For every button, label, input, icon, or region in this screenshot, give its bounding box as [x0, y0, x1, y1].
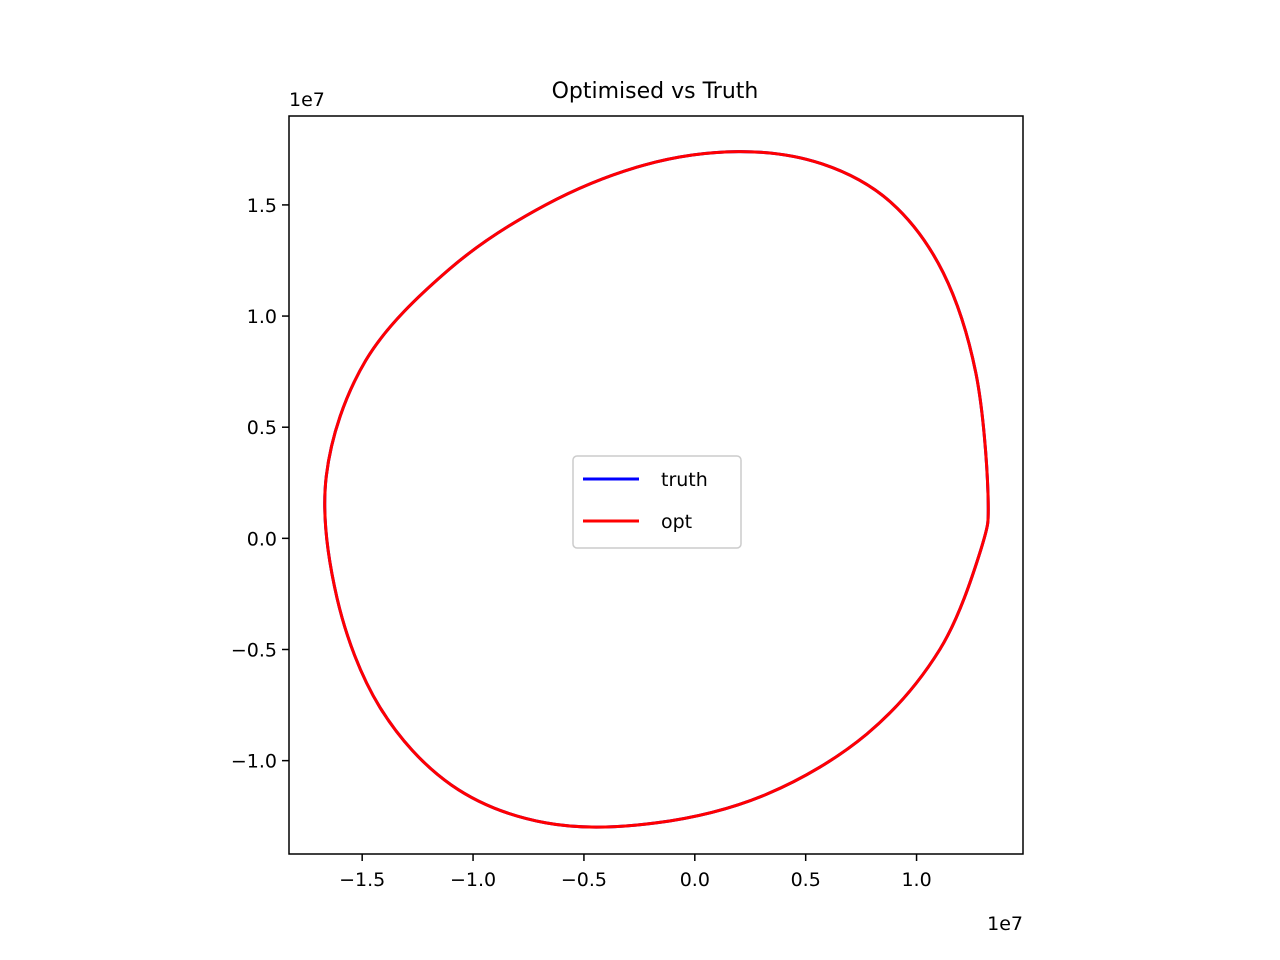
legend-box: [572, 455, 742, 549]
y-tick-label: 1.0: [247, 306, 277, 328]
legend-label-opt: opt: [661, 511, 692, 533]
x-tick-label: −1.5: [339, 869, 385, 891]
x-tick-label: 0.5: [791, 869, 821, 891]
series-line-opt: [323, 150, 990, 829]
legend: truth opt: [572, 455, 742, 549]
plot-frame: [288, 115, 1024, 855]
x-tick-label: −1.0: [450, 869, 496, 891]
x-offset-text: 1e7: [987, 913, 1023, 935]
chart-title: Optimised vs Truth: [552, 79, 759, 104]
series-layer: [323, 150, 990, 829]
y-tick-label: −1.0: [231, 751, 277, 773]
x-tick-label: 1.0: [901, 869, 931, 891]
y-tick-label: 0.0: [247, 528, 277, 550]
y-offset-text: 1e7: [289, 89, 325, 111]
x-axis: −1.5 −1.0 −0.5 0.0 0.5 1.0: [339, 854, 932, 891]
y-tick-label: −0.5: [231, 639, 277, 661]
y-tick-label: 1.5: [247, 195, 277, 217]
y-axis: −1.0 −0.5 0.0 0.5 1.0 1.5: [231, 195, 289, 773]
legend-label-truth: truth: [661, 469, 708, 491]
x-tick-label: 0.0: [680, 869, 710, 891]
y-tick-label: 0.5: [247, 417, 277, 439]
x-tick-label: −0.5: [561, 869, 607, 891]
